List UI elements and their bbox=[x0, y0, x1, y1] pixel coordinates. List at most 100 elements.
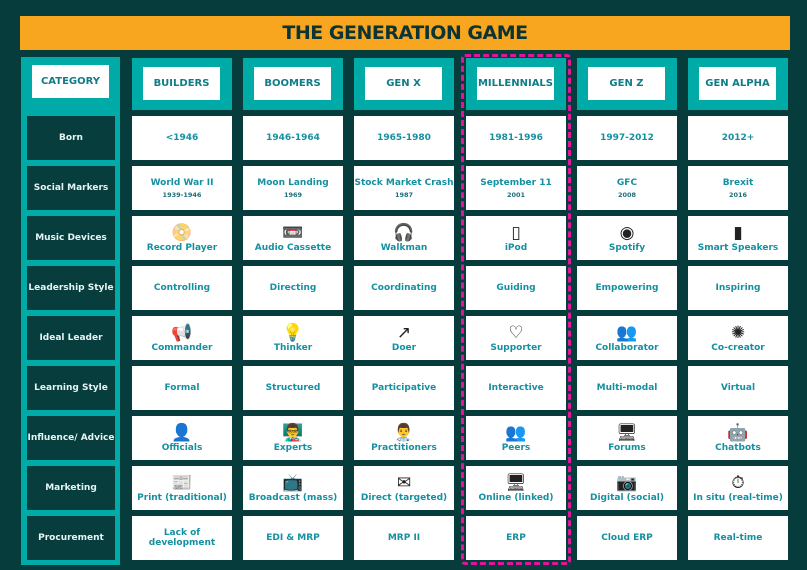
category-cell: Learning Style bbox=[27, 366, 115, 410]
category-cell: Music Devices bbox=[27, 216, 115, 260]
cell-text: Co-creator bbox=[711, 343, 765, 353]
cell-year: 1939-1946 bbox=[162, 190, 202, 199]
category-cell: Social Markers bbox=[27, 166, 115, 210]
cell-text: Forums bbox=[608, 443, 646, 453]
generation-header: GEN X bbox=[354, 58, 454, 110]
cell-text: World War II bbox=[150, 177, 214, 188]
generation-name: BUILDERS bbox=[143, 67, 220, 100]
cell-text: 2012+ bbox=[721, 133, 755, 143]
table-cell: Cloud ERP bbox=[577, 516, 677, 560]
cell-year: 1969 bbox=[283, 190, 303, 199]
cell-text: <1946 bbox=[165, 133, 199, 143]
cell-text: GFC bbox=[616, 177, 638, 188]
cell-text: Interactive bbox=[488, 383, 544, 393]
cell-text: ERP bbox=[506, 533, 526, 543]
cell-text: Direct (targeted) bbox=[360, 493, 448, 503]
cell-text: Collaborator bbox=[595, 343, 659, 353]
walkman-icon: 🎧 bbox=[393, 223, 415, 243]
table-cell: Coordinating bbox=[354, 266, 454, 310]
cell-text: 1997-2012 bbox=[600, 133, 654, 143]
cell-text: Brexit bbox=[722, 177, 754, 188]
megaphone-icon: 📢 bbox=[171, 323, 193, 343]
ipod-icon: ▯ bbox=[511, 223, 521, 243]
cell-text: Peers bbox=[501, 443, 531, 453]
cell-text: Structured bbox=[265, 383, 321, 393]
table-cell: ♡ Supporter bbox=[466, 316, 566, 360]
table-cell: ⏱ In situ (real-time) bbox=[688, 466, 788, 510]
cell-text: Controlling bbox=[153, 283, 211, 293]
table-cell: Multi-modal bbox=[577, 366, 677, 410]
table-cell: 🤖 Chatbots bbox=[688, 416, 788, 460]
table-cell: ERP bbox=[466, 516, 566, 560]
table-cell: 📷 Digital (social) bbox=[577, 466, 677, 510]
cell-text: Directing bbox=[269, 283, 317, 293]
generation-header: BUILDERS bbox=[132, 58, 232, 110]
record-player-icon: 📀 bbox=[171, 223, 193, 243]
table-cell: 2012+ bbox=[688, 116, 788, 160]
cell-text: Participative bbox=[371, 383, 437, 393]
cell-text: 1981-1996 bbox=[489, 133, 543, 143]
table-cell: MRP II bbox=[354, 516, 454, 560]
cell-text: Cloud ERP bbox=[601, 533, 653, 543]
table-cell: 👥 Collaborator bbox=[577, 316, 677, 360]
cell-text: Stock Market Crash bbox=[354, 177, 454, 188]
category-cell: Influence/ Advice bbox=[27, 416, 115, 460]
lightbulb-icon: 💡 bbox=[282, 323, 304, 343]
table-cell: 🖥 Online (linked) bbox=[466, 466, 566, 510]
table-cell: <1946 bbox=[132, 116, 232, 160]
table-cell: Directing bbox=[243, 266, 343, 310]
table-cell: Inspiring bbox=[688, 266, 788, 310]
cell-text: Officials bbox=[161, 443, 203, 453]
table-cell: EDI & MRP bbox=[243, 516, 343, 560]
cell-year: 2008 bbox=[617, 190, 637, 199]
cell-text: Virtual bbox=[720, 383, 756, 393]
cell-text: Print (traditional) bbox=[137, 493, 227, 503]
page-title: THE GENERATION GAME bbox=[20, 16, 790, 50]
table-cell: 👨‍🏫 Experts bbox=[243, 416, 343, 460]
table-cell: Participative bbox=[354, 366, 454, 410]
table-cell: Empowering bbox=[577, 266, 677, 310]
cell-text: Guiding bbox=[496, 283, 536, 293]
cell-text: Empowering bbox=[595, 283, 659, 293]
table-cell: World War II 1939-1946 bbox=[132, 166, 232, 210]
cell-text: Smart Speakers bbox=[697, 243, 779, 253]
official-person-icon: 👤 bbox=[171, 423, 193, 443]
table-cell: GFC 2008 bbox=[577, 166, 677, 210]
hand-heart-icon: ♡ bbox=[508, 323, 524, 343]
table-cell: 📼 Audio Cassette bbox=[243, 216, 343, 260]
smart-speaker-icon: ▮ bbox=[733, 223, 743, 243]
cell-text: Moon Landing bbox=[257, 177, 329, 188]
generation-header: GEN ALPHA bbox=[688, 58, 788, 110]
cell-year: 2016 bbox=[728, 190, 748, 199]
cell-text: Chatbots bbox=[715, 443, 761, 453]
cell-text: Real-time bbox=[713, 533, 763, 543]
table-cell: 📺 Broadcast (mass) bbox=[243, 466, 343, 510]
cell-text: Thinker bbox=[273, 343, 313, 353]
table-cell: Real-time bbox=[688, 516, 788, 560]
cell-text: EDI & MRP bbox=[266, 533, 320, 543]
table-cell: Lack of development bbox=[132, 516, 232, 560]
cassette-icon: 📼 bbox=[282, 223, 304, 243]
generation-name: GEN Z bbox=[588, 67, 665, 100]
table-cell: 🎧 Walkman bbox=[354, 216, 454, 260]
cell-text: Audio Cassette bbox=[254, 243, 332, 253]
cell-text: MRP II bbox=[387, 533, 421, 543]
cell-text: Experts bbox=[273, 443, 313, 453]
cell-text: Coordinating bbox=[371, 283, 437, 293]
doer-arrow-icon: ↗ bbox=[396, 323, 412, 343]
table-cell: ↗ Doer bbox=[354, 316, 454, 360]
collaboration-icon: 👥 bbox=[616, 323, 638, 343]
android-robot-icon: 🤖 bbox=[727, 423, 749, 443]
cell-text: Spotify bbox=[608, 243, 646, 253]
table-cell: 👨‍⚕️ Practitioners bbox=[354, 416, 454, 460]
table-cell: 📀 Record Player bbox=[132, 216, 232, 260]
category-cell: Procurement bbox=[27, 516, 115, 560]
table-cell: Interactive bbox=[466, 366, 566, 410]
cell-text: 1946-1964 bbox=[266, 133, 320, 143]
table-cell: Brexit 2016 bbox=[688, 166, 788, 210]
table-cell: 1965-1980 bbox=[354, 116, 454, 160]
stopwatch-icon: ⏱ bbox=[731, 473, 745, 493]
instagram-icon: 📷 bbox=[616, 473, 638, 493]
cell-text: Walkman bbox=[380, 243, 428, 253]
cell-text: Multi-modal bbox=[596, 383, 658, 393]
